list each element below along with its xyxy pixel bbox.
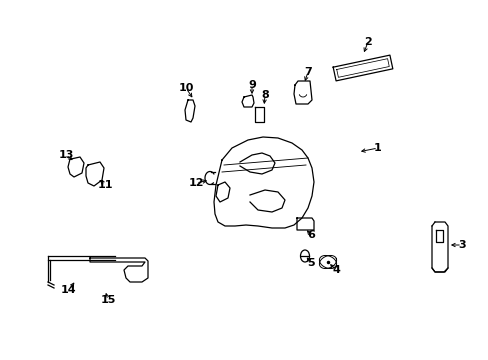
Text: 3: 3 [457, 240, 465, 250]
Text: 4: 4 [331, 265, 339, 275]
Text: 6: 6 [306, 230, 314, 240]
Text: 7: 7 [304, 67, 311, 77]
Text: 9: 9 [247, 80, 255, 90]
Text: 10: 10 [178, 83, 193, 93]
Text: 12: 12 [188, 178, 203, 188]
Text: 14: 14 [61, 285, 77, 295]
Text: 1: 1 [373, 143, 381, 153]
Text: 5: 5 [306, 258, 314, 268]
Text: 8: 8 [261, 90, 268, 100]
Text: 15: 15 [100, 295, 116, 305]
Text: 2: 2 [364, 37, 371, 47]
Text: 13: 13 [58, 150, 74, 160]
Text: 11: 11 [97, 180, 113, 190]
